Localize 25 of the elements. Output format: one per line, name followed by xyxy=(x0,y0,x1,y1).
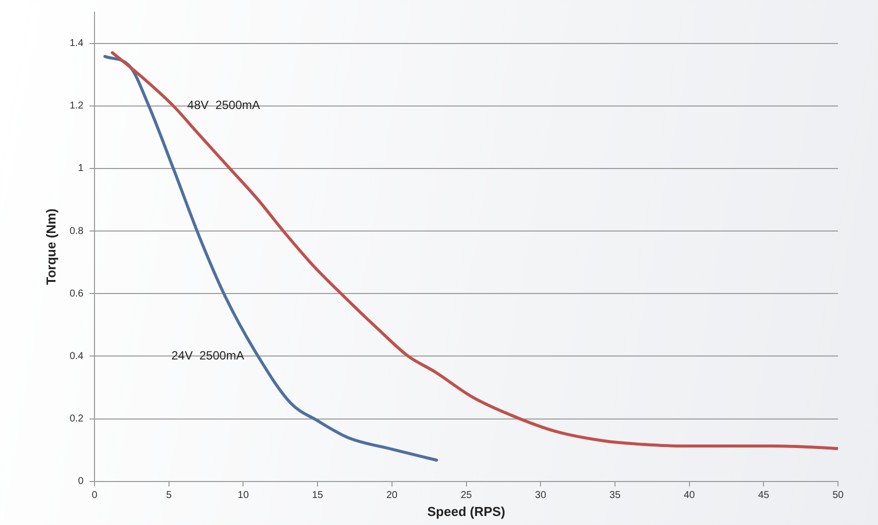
x-tick-label: 20 xyxy=(386,490,398,502)
x-tick-label: 25 xyxy=(460,490,472,502)
x-tick-label: 40 xyxy=(684,490,696,502)
line-series xyxy=(110,51,838,450)
y-tick-label: 1.2 xyxy=(70,100,84,112)
y-tick-label: 0.4 xyxy=(70,350,84,362)
x-axis-title: Speed (RPS) xyxy=(427,504,506,519)
y-tick-label: 0.2 xyxy=(70,414,84,425)
y-tick-label: 1 xyxy=(78,163,84,174)
x-tick-label: 35 xyxy=(609,490,621,502)
x-tick-label: 50 xyxy=(832,490,844,502)
x-tick-label: 15 xyxy=(312,490,324,502)
y-tick-label: 1.4 xyxy=(70,38,84,50)
y-tick-label: 0.6 xyxy=(70,288,84,300)
x-tick-label: 30 xyxy=(535,490,547,502)
y-axis-title: Torque (Nm) xyxy=(43,208,58,285)
line-series xyxy=(103,54,438,462)
x-tick-label: 0 xyxy=(92,490,98,502)
x-tick-label: 10 xyxy=(238,490,250,502)
series-label: 48V 2500mA xyxy=(187,98,260,112)
y-tick-label: 0.8 xyxy=(70,226,84,237)
y-tick-label: 0 xyxy=(78,476,84,488)
series-label: 24V 2500mA xyxy=(171,348,244,363)
x-tick-label: 5 xyxy=(166,490,172,502)
x-tick-label: 45 xyxy=(758,490,770,502)
